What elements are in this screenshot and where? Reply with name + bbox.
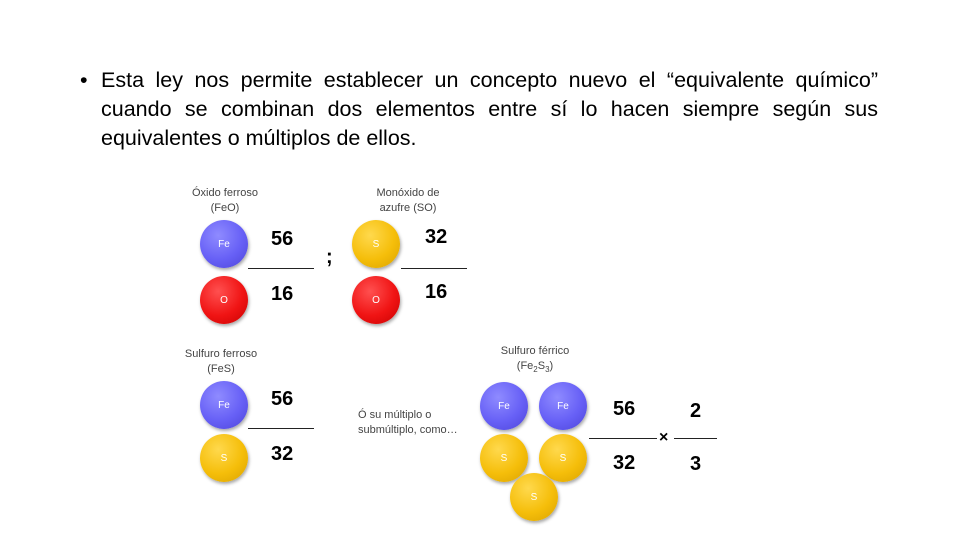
so-caption: Monóxido de azufre (SO) [360, 186, 456, 216]
fe2s3-caption: Sulfuro férrico (Fe2S3) [490, 344, 580, 377]
feo-numerator: 56 [271, 228, 294, 250]
so-numerator: 32 [425, 226, 448, 248]
fe2s3-denominator: 32 [613, 452, 636, 474]
fe2s3-fraction-bar [589, 438, 657, 439]
atom-s: S [200, 434, 248, 482]
atom-fe: Fe [480, 382, 528, 430]
feo-denominator: 16 [271, 283, 294, 305]
so-name-2: azufre (SO) [379, 202, 437, 214]
fes-denominator: 32 [271, 443, 294, 465]
bullet-paragraph: • Esta ley nos permite establecer un con… [80, 66, 878, 153]
so-fraction-bar [401, 268, 467, 269]
multiplier-numerator: 2 [690, 400, 702, 422]
feo-formula: (FeO) [210, 202, 240, 214]
feo-name: Óxido ferroso [191, 187, 259, 199]
multiplier-denominator: 3 [690, 453, 702, 475]
atom-fe: Fe [200, 381, 248, 429]
multiple-note-line2: submúltiplo, como… [358, 424, 458, 436]
atom-fe: Fe [200, 220, 248, 268]
atom-o: O [200, 276, 248, 324]
atom-fe: Fe [539, 382, 587, 430]
fes-numerator: 56 [271, 388, 294, 410]
atom-s: S [539, 434, 587, 482]
separator-semicolon: ; [326, 246, 333, 268]
multiple-note: Ó su múltiplo o submúltiplo, como… [358, 408, 458, 438]
so-name: Monóxido de [376, 187, 440, 199]
fe2s3-name: Sulfuro férrico [500, 345, 570, 357]
so-denominator: 16 [425, 281, 448, 303]
feo-caption: Óxido ferroso (FeO) [185, 186, 265, 216]
fes-caption: Sulfuro ferroso (FeS) [178, 347, 264, 377]
fe2s3-numerator: 56 [613, 398, 636, 420]
feo-fraction-bar [248, 268, 314, 269]
atom-s: S [480, 434, 528, 482]
fes-name: Sulfuro ferroso [184, 348, 258, 360]
bullet-text: Esta ley nos permite establecer un conce… [101, 68, 878, 150]
atom-s: S [352, 220, 400, 268]
multiply-sign: × [659, 429, 669, 446]
fe2s3-formula: (Fe2S3) [516, 360, 554, 375]
fes-formula: (FeS) [207, 363, 235, 375]
atom-s: S [510, 473, 558, 521]
bullet-mark: • [80, 68, 88, 92]
multiple-note-line1: Ó su múltiplo o [358, 409, 432, 421]
multiplier-fraction-bar [674, 438, 717, 439]
fes-fraction-bar [248, 428, 314, 429]
atom-o: O [352, 276, 400, 324]
